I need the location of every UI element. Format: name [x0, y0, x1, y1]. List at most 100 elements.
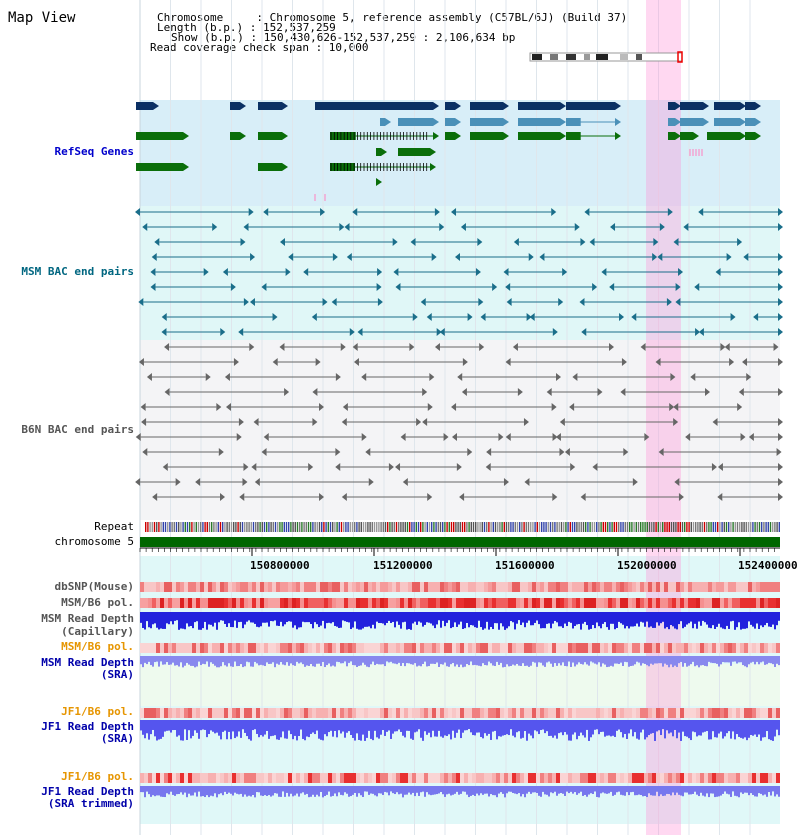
heat-cell [740, 598, 744, 608]
repeat-element [578, 522, 580, 532]
track-label-dbsnp[interactable]: dbSNP(Mouse) [54, 580, 134, 593]
heat-cell [476, 582, 480, 592]
depth-bar [232, 656, 234, 667]
depth-bar [754, 612, 756, 629]
heat-cell [168, 598, 172, 608]
depth-bar [768, 612, 770, 627]
bac-pair-end [249, 343, 255, 351]
bac-pair-end [558, 298, 564, 306]
depth-bar [662, 786, 664, 796]
repeat-element [719, 522, 721, 532]
depth-bar [496, 656, 498, 662]
depth-bar [720, 720, 722, 732]
track-label-repeat[interactable]: Repeat [94, 520, 134, 533]
heat-cell [684, 773, 688, 783]
heat-cell [288, 773, 292, 783]
depth-bar [396, 786, 398, 793]
heat-cell [544, 773, 548, 783]
bac-pair-end [569, 403, 575, 411]
track-label-msm-depth-sra[interactable]: MSM Read Depth [41, 656, 134, 669]
depth-bar [240, 720, 242, 738]
depth-bar [280, 720, 282, 738]
repeat-element [373, 522, 376, 532]
heat-cell [528, 598, 532, 608]
repeat-element [536, 522, 538, 532]
depth-bar [234, 656, 236, 662]
bac-pair-end [461, 388, 467, 396]
depth-bar [162, 720, 164, 737]
track-label-msm-bac[interactable]: MSM BAC end pairs [21, 265, 134, 278]
bac-pair-end [361, 433, 367, 441]
depth-bar [176, 656, 178, 666]
repeat-element [510, 522, 512, 532]
depth-bar [568, 720, 570, 741]
depth-bar [570, 786, 572, 792]
bac-pair-end [712, 418, 718, 426]
heat-cell [284, 773, 288, 783]
repeat-element [435, 522, 437, 532]
heat-cell [304, 582, 308, 592]
heat-cell [592, 773, 596, 783]
depth-bar [442, 720, 444, 738]
heat-cell [616, 708, 620, 718]
heat-cell [592, 598, 596, 608]
heat-cell [672, 643, 676, 653]
msm-bac-track[interactable] [135, 208, 783, 336]
depth-bar [366, 786, 368, 792]
b6n-bac-track[interactable] [135, 343, 783, 501]
track-label-jf1-b6-pol-2[interactable]: JF1/B6 pol. [61, 770, 134, 783]
repeat-element [593, 522, 596, 532]
heat-cell [488, 643, 492, 653]
chromosome-bar[interactable] [140, 537, 780, 547]
track-label-b6n-bac[interactable]: B6N BAC end pairs [21, 423, 134, 436]
polymorphism-strips[interactable] [140, 582, 780, 783]
bac-pair-end [778, 388, 783, 396]
heat-cell [352, 643, 356, 653]
repeat-element [422, 522, 424, 532]
depth-bar [248, 612, 250, 621]
bac-pair-end [462, 358, 468, 366]
depth-bar [274, 720, 276, 736]
depth-bar [532, 720, 534, 739]
track-label-msm-b6-pol[interactable]: MSM/B6 pol. [61, 596, 134, 609]
depth-bar [184, 656, 186, 666]
repeat-track[interactable] [145, 522, 780, 532]
gene-exon [470, 102, 503, 110]
heat-cell [468, 598, 472, 608]
depth-bar [762, 612, 764, 628]
track-label-jf1-depth-sra[interactable]: JF1 Read Depth [41, 720, 134, 733]
depth-bar [662, 656, 664, 667]
track-label-refseq[interactable]: RefSeq Genes [54, 145, 134, 158]
depth-bar [506, 656, 508, 665]
heat-cell [540, 598, 544, 608]
track-label-chromosome[interactable]: chromosome 5 [54, 535, 134, 548]
repeat-element [329, 522, 332, 532]
repeat-element [257, 522, 259, 532]
depth-bar [774, 612, 776, 630]
depth-bar [776, 612, 778, 626]
chromosome-ideogram[interactable] [529, 51, 683, 63]
bac-pair-end [251, 463, 257, 471]
read-depth-tracks[interactable] [140, 612, 780, 798]
depth-bar [266, 786, 268, 796]
heat-cell [768, 773, 772, 783]
depth-bar [472, 720, 474, 736]
heat-cell [272, 773, 276, 783]
heat-cell [400, 643, 404, 653]
depth-bar [160, 720, 162, 739]
heat-cell [232, 598, 236, 608]
depth-bar [512, 720, 514, 736]
track-label-jf1-b6-pol[interactable]: JF1/B6 pol. [61, 705, 134, 718]
depth-bar [704, 786, 706, 797]
heat-cell [464, 708, 468, 718]
depth-bar [576, 612, 578, 625]
heat-cell [512, 773, 516, 783]
depth-bar [642, 656, 644, 664]
track-label-jf1-depth-trim[interactable]: JF1 Read Depth [41, 785, 134, 798]
heat-cell [500, 598, 504, 608]
depth-bar [512, 612, 514, 623]
track-label-msm-depth-cap[interactable]: MSM Read Depth [41, 612, 134, 625]
track-label-msm-b6-pol-2[interactable]: MSM/B6 pol. [61, 640, 134, 653]
refseq-gene-track[interactable] [136, 102, 761, 201]
